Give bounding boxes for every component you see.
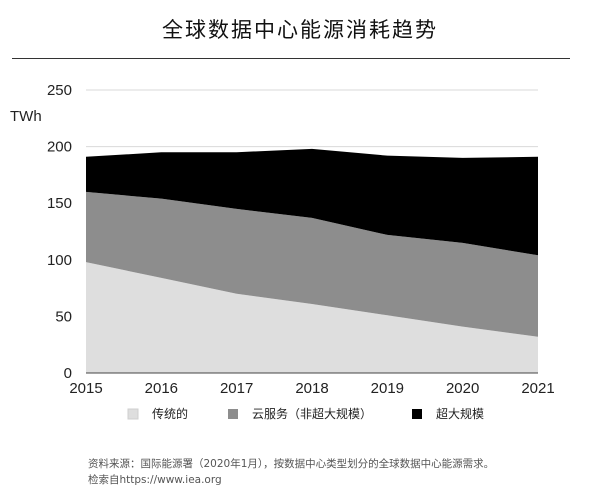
source-note: 资料来源：国际能源署（2020年1月），按数据中心类型划分的全球数据中心能源需求… — [88, 456, 494, 488]
y-axis-unit-label: TWh — [10, 108, 42, 125]
legend-label-2: 超大规模 — [436, 406, 484, 421]
y-tick-label: 200 — [47, 139, 72, 156]
area-series-group — [85, 148, 539, 373]
legend-label-0: 传统的 — [152, 406, 188, 421]
y-tick-label: 150 — [47, 195, 72, 212]
legend: 传统的 云服务（非超大规模） 超大规模 — [127, 406, 484, 421]
legend-label-1: 云服务（非超大规模） — [252, 406, 372, 421]
legend-swatch-0 — [127, 408, 139, 420]
y-tick-label: 250 — [47, 82, 72, 99]
x-tick-label: 2017 — [220, 380, 253, 397]
y-tick-label: 100 — [47, 252, 72, 269]
y-tick-label: 0 — [64, 365, 72, 382]
area-series-1 — [86, 191, 538, 337]
x-tick-label: 2021 — [521, 380, 554, 397]
x-tick-label: 2020 — [446, 380, 479, 397]
x-tick-label: 2018 — [295, 380, 328, 397]
chart-title: 全球数据中心能源消耗趋势 — [162, 18, 438, 42]
source-line-2: 检索自https://www.iea.org — [88, 474, 222, 486]
title-divider — [12, 58, 570, 59]
area-series-0 — [86, 262, 538, 373]
area-series-2 — [86, 148, 538, 256]
axes: 0 50 100 150 200 250 2015 2016 2017 2018 2019 2020 2… — [47, 82, 555, 397]
legend-swatch-1 — [228, 409, 238, 419]
source-line-1: 资料来源：国际能源署（2020年1月），按数据中心类型划分的全球数据中心能源需求… — [88, 458, 495, 470]
legend-swatch-2 — [412, 409, 422, 419]
x-tick-label: 2015 — [69, 380, 102, 397]
y-tick-label: 50 — [55, 308, 72, 325]
x-tick-label: 2019 — [371, 380, 404, 397]
x-tick-label: 2016 — [145, 380, 178, 397]
